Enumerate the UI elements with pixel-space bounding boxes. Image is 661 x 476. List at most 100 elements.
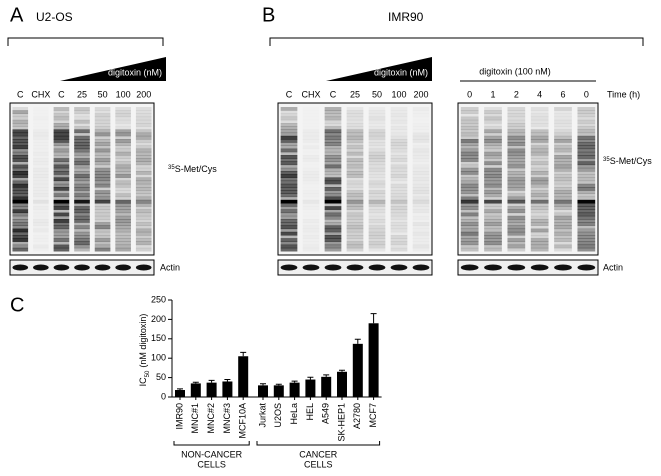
- gel-band: [53, 183, 70, 188]
- gel-band: [94, 219, 111, 223]
- gel-band: [303, 161, 320, 165]
- gel-band: [135, 155, 152, 159]
- gel-band: [135, 132, 152, 137]
- gel-band: [507, 113, 526, 118]
- gel-band: [484, 177, 502, 182]
- gel-band: [94, 244, 111, 249]
- gel-band: [94, 215, 111, 220]
- gel-band: [484, 135, 502, 140]
- gel-band: [507, 164, 526, 169]
- gel-band: [135, 171, 152, 175]
- gel-band: [324, 222, 342, 226]
- gel-band: [303, 190, 320, 194]
- gel-band: [33, 123, 49, 127]
- gel-band: [135, 129, 152, 134]
- gel-band: [324, 180, 342, 185]
- gel-band: [368, 167, 386, 172]
- gel-band: [115, 123, 131, 127]
- gel-band: [12, 123, 29, 127]
- gel-band: [368, 135, 386, 140]
- gel-band: [135, 158, 152, 162]
- gel-band: [115, 244, 131, 249]
- gel-band: [280, 161, 298, 166]
- gel-band: [484, 174, 502, 178]
- gel-band: [412, 180, 430, 185]
- gel-band: [94, 190, 111, 194]
- gel-band: [554, 177, 572, 182]
- gel-band: [390, 116, 408, 121]
- gel-band: [390, 110, 408, 114]
- gel-band: [33, 244, 49, 249]
- gel-band: [390, 132, 408, 137]
- gel-band: [33, 120, 49, 124]
- gel-band: [115, 222, 131, 226]
- gel-band: [460, 180, 479, 185]
- gel-band: [280, 203, 298, 207]
- gel-band: [303, 168, 320, 172]
- gel-band: [346, 209, 364, 214]
- gel-band: [74, 235, 90, 239]
- gel-band: [33, 149, 49, 153]
- gel-band: [460, 212, 479, 217]
- gel-band: [577, 180, 596, 185]
- gel-band: [74, 123, 90, 127]
- gel-band: [74, 219, 90, 223]
- gel-band: [324, 209, 342, 214]
- gel-band: [12, 219, 29, 223]
- gel-band: [390, 203, 408, 207]
- gel-band: [303, 120, 320, 124]
- lane-label: 0: [467, 89, 472, 99]
- gel-band: [33, 165, 49, 169]
- gel-band: [530, 174, 549, 178]
- gel-band: [303, 232, 320, 236]
- gel-band: [12, 155, 29, 159]
- panel-letter: C: [10, 294, 24, 316]
- gel-band: [33, 228, 49, 233]
- actin-band: [577, 264, 596, 271]
- gel-band: [53, 142, 70, 146]
- gel-band: [324, 129, 342, 134]
- actin-band: [554, 264, 572, 271]
- gel-band: [484, 129, 502, 134]
- gel-band: [346, 212, 364, 217]
- gel-band: [115, 235, 131, 239]
- gel-band: [94, 174, 111, 178]
- y-tick-label: 200: [151, 314, 166, 324]
- gel-band: [33, 129, 49, 133]
- gel-band: [530, 155, 549, 159]
- gel-band: [530, 164, 549, 169]
- gel-band: [530, 113, 549, 118]
- gel-band: [554, 139, 572, 143]
- gel-band: [346, 151, 364, 156]
- gel-band: [74, 222, 90, 226]
- gel-band: [115, 238, 131, 242]
- gel-band: [280, 129, 298, 134]
- gel-band: [460, 209, 479, 214]
- x-tick-label: MCF7: [368, 403, 378, 428]
- gel-band: [554, 142, 572, 146]
- gel-band: [507, 206, 526, 210]
- error-bar: [208, 379, 215, 383]
- gel-band: [94, 206, 111, 210]
- gel-band: [115, 219, 131, 223]
- actin-strip: [457, 259, 599, 276]
- gel-band: [12, 235, 29, 239]
- gel-band: [368, 113, 386, 118]
- gel-band: [577, 238, 596, 242]
- gel-band: [460, 241, 479, 246]
- gel-band: [507, 235, 526, 239]
- group-label: CELLS: [304, 459, 333, 469]
- gel-band: [12, 183, 29, 188]
- gel-band: [484, 241, 502, 246]
- bar: [305, 379, 316, 397]
- gel-band: [390, 167, 408, 172]
- gel-band: [346, 139, 364, 143]
- gel-band: [530, 129, 549, 134]
- treatment-label: digitoxin (nM): [108, 67, 162, 77]
- gel-band: [115, 225, 131, 230]
- gel-band: [554, 247, 572, 252]
- gel-band: [280, 180, 298, 185]
- gel-band: [413, 120, 430, 124]
- gel-band: [346, 247, 364, 252]
- gel-band: [346, 183, 364, 188]
